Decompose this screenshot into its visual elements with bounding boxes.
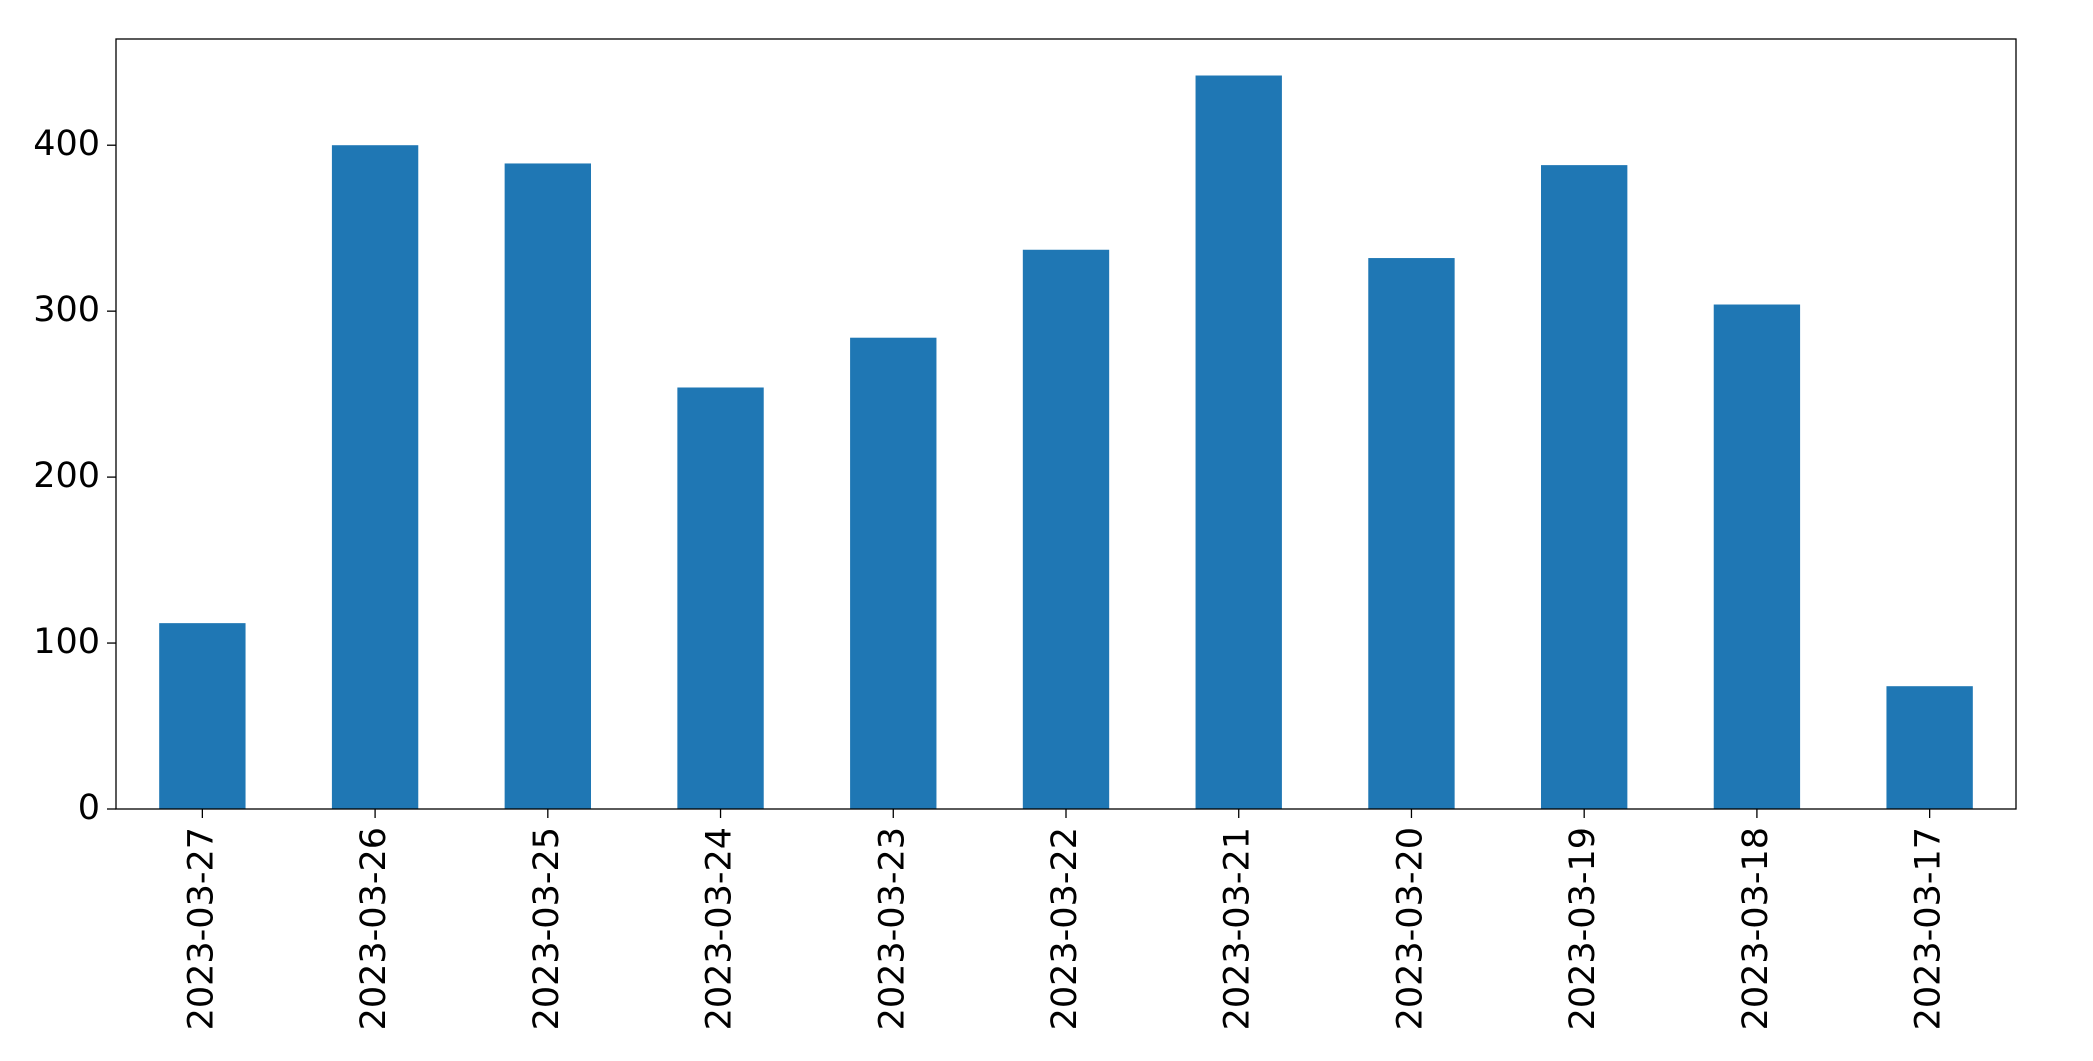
bar xyxy=(677,387,764,809)
bar xyxy=(504,163,591,810)
bar xyxy=(1195,75,1282,810)
x-tick-label: 2023-03-27 xyxy=(181,827,221,1030)
y-tick-label: 200 xyxy=(33,456,100,496)
bar xyxy=(331,145,419,809)
bar xyxy=(1886,686,1973,809)
bar xyxy=(1713,304,1801,809)
x-tick-label: 2023-03-23 xyxy=(872,827,912,1030)
y-tick-label: 300 xyxy=(33,290,100,330)
bar xyxy=(1541,165,1628,809)
x-tick-label: 2023-03-22 xyxy=(1045,827,1085,1030)
x-tick-label: 2023-03-21 xyxy=(1218,827,1258,1030)
bar xyxy=(1022,249,1110,810)
x-tick-label: 2023-03-17 xyxy=(1909,827,1949,1030)
y-tick-label: 100 xyxy=(33,622,100,662)
bar xyxy=(1368,258,1455,809)
bar xyxy=(159,623,246,809)
x-tick-label: 2023-03-26 xyxy=(354,827,394,1030)
x-tick-label: 2023-03-18 xyxy=(1736,827,1776,1030)
bar xyxy=(850,337,937,809)
y-tick-label: 400 xyxy=(33,124,100,164)
x-tick-label: 2023-03-19 xyxy=(1563,827,1603,1030)
x-tick-label: 2023-03-24 xyxy=(700,827,740,1030)
x-tick-label: 2023-03-25 xyxy=(527,827,567,1030)
plot-frame xyxy=(115,38,2017,810)
y-tick-label: 0 xyxy=(78,788,100,828)
x-tick-label: 2023-03-20 xyxy=(1390,827,1430,1030)
